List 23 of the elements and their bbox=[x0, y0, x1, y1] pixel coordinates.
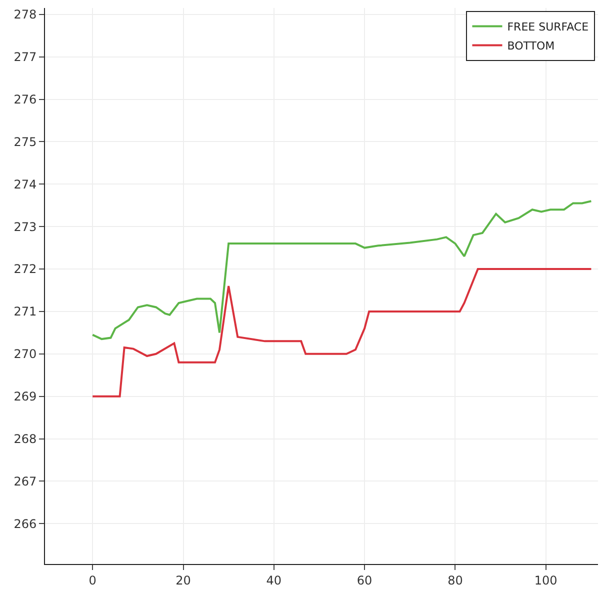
y-tick-label: 275 bbox=[14, 134, 37, 149]
y-tick-label: 273 bbox=[14, 220, 37, 234]
y-tick-label: 270 bbox=[14, 347, 37, 362]
x-tick-label: 0 bbox=[88, 573, 96, 588]
y-tick-label: 276 bbox=[14, 92, 37, 106]
y-tick-label: 269 bbox=[14, 390, 37, 404]
legend-label: BOTTOM bbox=[507, 40, 555, 53]
x-tick-label: 100 bbox=[534, 573, 558, 588]
y-tick-label: 267 bbox=[14, 474, 37, 488]
x-tick-label: 40 bbox=[266, 573, 282, 588]
x-tick-label: 80 bbox=[448, 573, 463, 588]
y-tick-label: 274 bbox=[14, 177, 37, 192]
y-tick-label: 268 bbox=[14, 432, 37, 446]
legend-label: FREE SURFACE bbox=[507, 20, 589, 34]
line-series bbox=[92, 268, 592, 398]
x-tick-label: 20 bbox=[176, 573, 191, 588]
line-series bbox=[92, 200, 592, 340]
y-tick-label: 266 bbox=[14, 516, 37, 531]
y-tick-label: 271 bbox=[14, 304, 37, 319]
y-tick-label: 277 bbox=[14, 50, 37, 64]
x-tick-label: 60 bbox=[356, 573, 372, 588]
y-tick-label: 278 bbox=[14, 8, 37, 22]
y-tick-label: 272 bbox=[14, 262, 37, 276]
